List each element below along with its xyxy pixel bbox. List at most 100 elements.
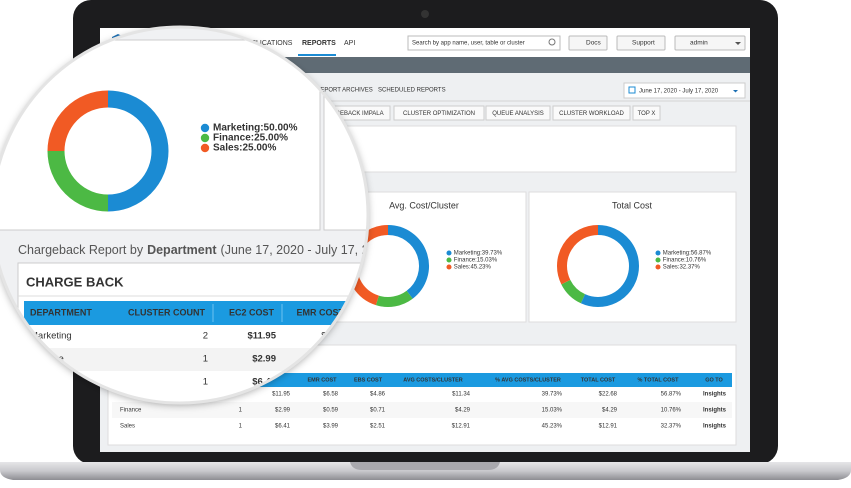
table-row-band <box>112 402 732 418</box>
legend-label: Finance:25.00% <box>213 133 288 144</box>
legend-swatch <box>200 123 210 133</box>
laptop-base <box>0 462 851 480</box>
subtab[interactable]: QUEUE ANALYSIS <box>492 111 544 117</box>
subtab-box[interactable] <box>393 105 485 121</box>
legend-label: Sales:45.23% <box>454 265 492 271</box>
search-box[interactable] <box>407 35 561 51</box>
subtab-box[interactable] <box>632 105 661 121</box>
mag-table-header: CLUSTER COUNT <box>128 307 205 317</box>
mag-table-cell: 1 <box>203 377 208 388</box>
table-cell: $6.58 <box>323 392 339 398</box>
date-caret <box>733 90 738 93</box>
tab[interactable]: REPORT ARCHIVES <box>316 88 373 94</box>
table-cell: 1 <box>239 424 243 430</box>
mag-row-band <box>24 325 364 348</box>
table-cell: 15.03% <box>542 408 563 414</box>
legend-swatch <box>655 264 661 270</box>
mag-table-header: DEPARTMENT <box>30 307 92 317</box>
nav-item[interactable]: API <box>344 40 355 47</box>
table-cell: 1 <box>239 408 243 414</box>
donut-segment <box>375 290 413 307</box>
legend-label: Marketing:56.87% <box>663 251 712 257</box>
docs-button[interactable] <box>568 35 608 51</box>
table-cell[interactable]: Insights <box>703 392 727 398</box>
support-button[interactable] <box>616 35 666 51</box>
mag-header-bar <box>24 301 364 325</box>
mag-row-band <box>24 348 364 371</box>
chargeback-title: Chargeback Report by Department (June 17, … <box>18 243 394 257</box>
mag-table-header: EMR COST <box>296 307 344 317</box>
magnifier: Marketing:50.00%Finance:25.00%Sales:25.0… <box>0 25 394 405</box>
camera <box>421 10 429 18</box>
user-caret <box>735 42 741 45</box>
chargeback-title-part: Department <box>147 243 217 257</box>
mag-table-cell: Marketing <box>30 331 72 342</box>
subtab-box[interactable] <box>485 105 551 121</box>
subtab[interactable]: TOP X <box>638 111 656 117</box>
date-select[interactable] <box>623 82 746 99</box>
tab[interactable]: SCHEDULED REPORTS <box>378 88 446 94</box>
date-range: June 17, 2020 - July 17, 2020 <box>639 89 719 95</box>
legend-swatch <box>446 250 452 256</box>
base-notch <box>350 462 500 470</box>
donut-segment <box>107 90 169 212</box>
subtab-box[interactable] <box>552 105 631 121</box>
table-header: % AVG COSTS/CLUSTER <box>495 377 561 383</box>
table-header: % TOTAL COST <box>638 377 680 383</box>
table-cell: $4.86 <box>370 392 386 398</box>
search-placeholder: Search by app name, user, table or clust… <box>412 41 525 47</box>
table-cell: $0.71 <box>370 408 386 414</box>
table-cell[interactable]: Insights <box>703 424 727 430</box>
table-cell: $0.59 <box>323 408 339 414</box>
table-cell: $11.95 <box>272 392 291 398</box>
legend-swatch <box>655 257 661 263</box>
table-cell: $12.91 <box>599 424 618 430</box>
table-cell: $11.34 <box>452 392 471 398</box>
table-header: EMR COST <box>307 377 337 383</box>
chargeback-title-part: Chargeback Report by <box>18 243 144 257</box>
user-label: admin <box>690 40 708 47</box>
user-button[interactable] <box>674 35 746 51</box>
table-cell: Sales <box>120 424 135 430</box>
subtab[interactable]: CLUSTER WORKLOAD <box>559 111 624 117</box>
nav-item[interactable]: REPORTS <box>302 40 336 47</box>
legend-swatch <box>446 257 452 263</box>
legend-label: Marketing:39.73% <box>454 251 503 257</box>
table-cell[interactable]: Insights <box>703 408 727 414</box>
chart-title: Avg. Cost/Cluster <box>389 200 459 210</box>
date-icon <box>628 86 636 94</box>
subtab[interactable]: CLUSTER OPTIMIZATION <box>403 111 475 117</box>
nav-active-underline <box>298 54 336 56</box>
lens-rim <box>0 25 370 405</box>
mag-table-header: EC2 COST <box>229 307 275 317</box>
mag-table-cell: $11.95 <box>247 331 276 342</box>
table-cell: 10.76% <box>661 408 682 414</box>
subtab[interactable]: CHARGEBACK IMPALA <box>318 111 383 117</box>
legend-label: Marketing:50.00% <box>213 123 298 134</box>
table-header: TOTAL COST <box>581 377 616 383</box>
table-cell: $6.41 <box>275 424 291 430</box>
support-label: Support <box>632 40 655 47</box>
chargeback-title-part: (June 17, 2020 - July 17, 2020) <box>221 243 394 257</box>
chart-title: Total Cost <box>612 200 653 210</box>
legend-swatch <box>200 133 210 143</box>
donut-segment <box>557 225 599 285</box>
legend-swatch <box>655 250 661 256</box>
legend-label: Sales:32.37% <box>663 265 701 271</box>
filter-panel <box>321 125 737 173</box>
donut-segment <box>580 225 639 307</box>
table-cell: $3.99 <box>323 424 339 430</box>
nav-item[interactable]: APPLICATIONS <box>242 40 293 47</box>
table-cell: $12.91 <box>452 424 471 430</box>
table-header: EBS COST <box>354 377 383 383</box>
table-header: GO TO <box>705 377 723 383</box>
table-cell: $2.51 <box>370 424 386 430</box>
table-cell: 39.73% <box>542 392 563 398</box>
legend-label: Finance:15.03% <box>454 258 498 264</box>
search-icon <box>548 38 556 46</box>
legend-label: Sales:25.00% <box>213 143 276 154</box>
table-cell: $4.29 <box>455 408 471 414</box>
legend-swatch <box>200 143 210 153</box>
